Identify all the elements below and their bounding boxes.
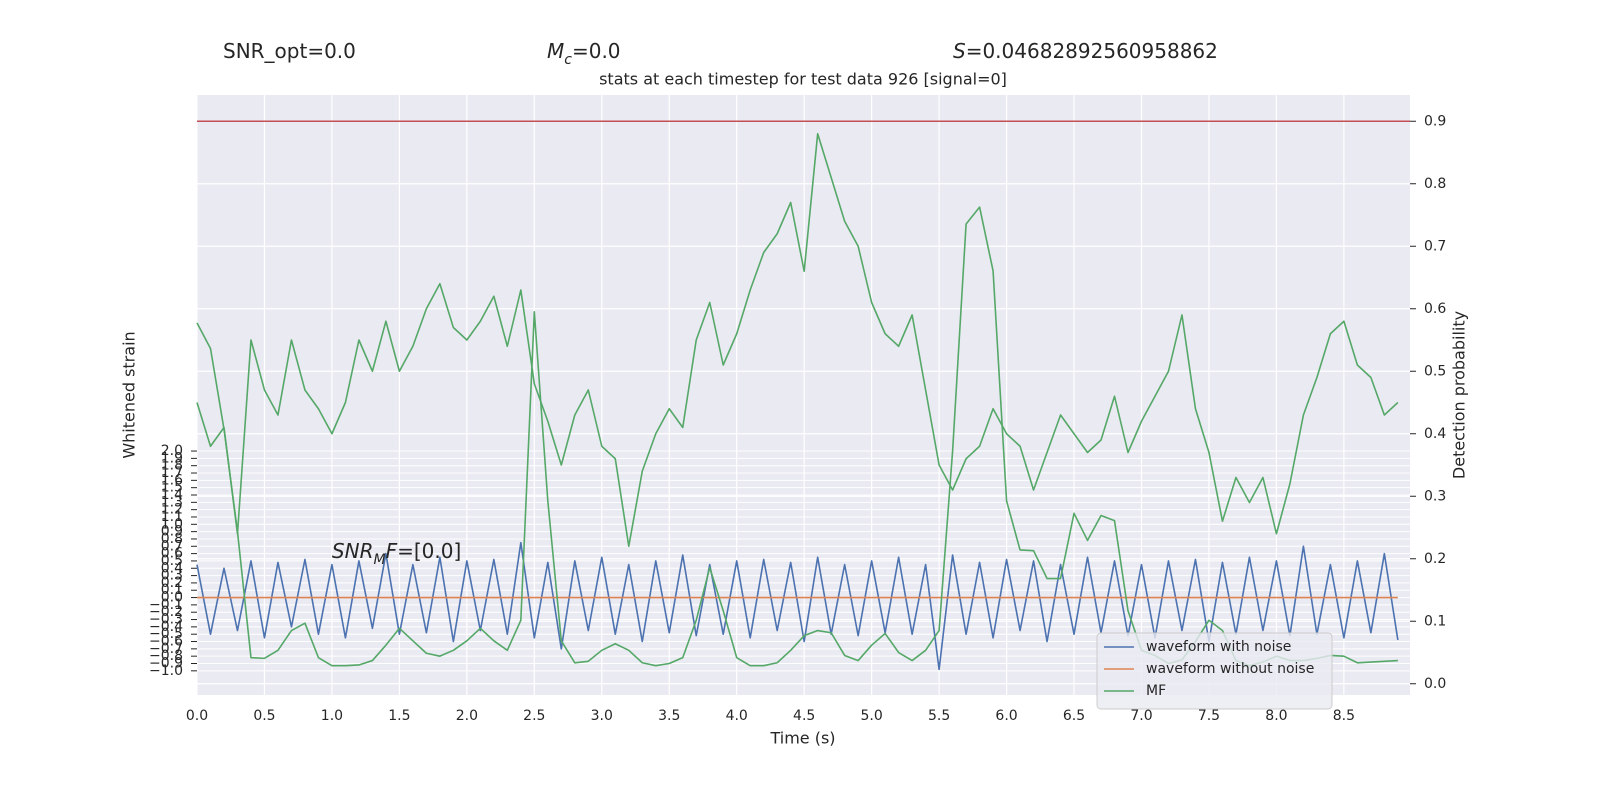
series-line xyxy=(196,541,1399,671)
y-tick-label: 0.6 xyxy=(161,546,183,562)
x-tick-label: 6.0 xyxy=(995,708,1017,724)
y2-tick-label: 0.3 xyxy=(1424,488,1446,504)
x-tick-label: 4.5 xyxy=(793,708,815,724)
chart-title: stats at each timestep for test data 926… xyxy=(599,70,1007,89)
y-tick-label: 0.3 xyxy=(161,568,183,584)
y-tick-label: 0.1 xyxy=(161,582,183,598)
text-part: M xyxy=(547,39,564,63)
x-tick-label: 3.5 xyxy=(658,708,680,724)
x-tick-label: 8.5 xyxy=(1333,708,1355,724)
y-tick-label: 0.8 xyxy=(161,531,183,547)
x-tick-label: 0.5 xyxy=(253,708,275,724)
text-part: SNR xyxy=(332,539,374,563)
x-tick-label: 2.5 xyxy=(523,708,545,724)
y-tick-label: 1.0 xyxy=(161,516,183,532)
y-tick-label: 1.7 xyxy=(161,465,183,481)
y2-tick-label: 0.8 xyxy=(1424,176,1446,192)
text-part: =0.04682892560958862 xyxy=(966,39,1218,63)
legend-label: MF xyxy=(1146,683,1166,699)
y-tick-label: −0.2 xyxy=(149,604,183,620)
x-tick-label: 1.5 xyxy=(388,708,410,724)
y-tick-label: 0.5 xyxy=(161,553,183,569)
text-part: SNR_opt=0.0 xyxy=(223,39,356,63)
legend-label: waveform with noise xyxy=(1146,639,1291,655)
y2-tick-label: 0.4 xyxy=(1424,426,1446,442)
x-tick-label: 4.0 xyxy=(726,708,748,724)
y2-tick-label: 0.6 xyxy=(1424,301,1446,317)
y-tick-label: 1.1 xyxy=(161,509,183,525)
y-tick-label: 1.3 xyxy=(161,494,183,510)
y-tick-label: −0.3 xyxy=(149,612,183,628)
x-tick-label: 7.0 xyxy=(1130,708,1152,724)
x-tick-label: 6.5 xyxy=(1063,708,1085,724)
y-tick-label: 0.2 xyxy=(161,575,183,591)
y-tick-label: −0.9 xyxy=(149,655,183,671)
y2-axis-label: Detection probability xyxy=(1450,311,1469,479)
y-tick-label: 0.7 xyxy=(161,538,183,554)
text-part: =[0.0] xyxy=(397,539,461,563)
x-tick-label: 5.5 xyxy=(928,708,950,724)
x-tick-label: 7.5 xyxy=(1198,708,1220,724)
y-tick-label: 2.0 xyxy=(161,443,183,459)
y2-tick-label: 0.0 xyxy=(1424,676,1446,692)
y2-tick-label: 0.5 xyxy=(1424,363,1446,379)
y2-tick-label: 0.1 xyxy=(1424,613,1446,629)
x-tick-label: 5.0 xyxy=(861,708,883,724)
annotation: SNRMF=[0.0] xyxy=(332,539,461,569)
x-tick-label: 0.0 xyxy=(186,708,208,724)
y-tick-label: 1.8 xyxy=(161,458,183,474)
y-tick-label: 0.0 xyxy=(161,590,183,606)
header-stat: S=0.04682892560958862 xyxy=(953,39,1218,63)
x-axis-label: Time (s) xyxy=(769,729,835,748)
y-tick-label: −0.7 xyxy=(149,641,183,657)
y2-tick-label: 0.9 xyxy=(1424,113,1446,129)
x-tick-label: 8.0 xyxy=(1265,708,1287,724)
x-tick-label: 3.0 xyxy=(591,708,613,724)
y-tick-label: 1.4 xyxy=(161,487,183,503)
header-stat: SNR_opt=0.0 xyxy=(223,39,356,63)
y-tick-label: 1.2 xyxy=(161,502,183,518)
text-part: S xyxy=(953,39,966,63)
x-tick-label: 1.0 xyxy=(321,708,343,724)
y-tick-label: 1.9 xyxy=(161,450,183,466)
text-part: F xyxy=(386,539,398,563)
text-part: M xyxy=(373,552,385,568)
y2-tick-label: 0.2 xyxy=(1424,551,1446,567)
x-tick-label: 2.0 xyxy=(456,708,478,724)
header-stat: Mc=0.0 xyxy=(547,39,621,69)
y-tick-label: −1.0 xyxy=(149,663,183,679)
y-tick-label: 1.6 xyxy=(161,472,183,488)
text-part: =0.0 xyxy=(572,39,621,63)
y-tick-label: −0.8 xyxy=(149,648,183,664)
y-tick-label: 1.5 xyxy=(161,480,183,496)
y-tick-label: −0.5 xyxy=(149,626,183,642)
y-tick-label: 0.9 xyxy=(161,524,183,540)
legend-label: waveform without noise xyxy=(1146,661,1314,677)
y-tick-label: −0.6 xyxy=(149,634,183,650)
text-part: c xyxy=(564,52,572,68)
y-tick-label: 0.4 xyxy=(161,560,183,576)
y-tick-label: −0.1 xyxy=(149,597,183,613)
legend-box xyxy=(1096,632,1333,710)
y2-tick-label: 0.7 xyxy=(1424,238,1446,254)
y-tick-label: −0.4 xyxy=(149,619,183,635)
series-line xyxy=(196,132,1399,548)
y-axis-label: Whitened strain xyxy=(120,331,139,458)
